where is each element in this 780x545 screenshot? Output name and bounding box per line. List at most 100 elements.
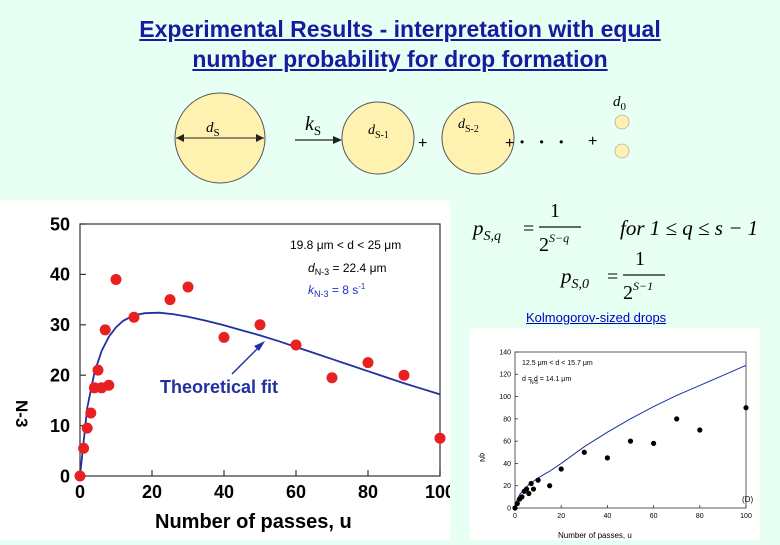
- small-legend-line-2-sub: N-5: [530, 380, 538, 386]
- data-point: [604, 455, 610, 461]
- title-line-1: Experimental Results - interpretation wi…: [139, 16, 661, 42]
- main-chart-panel: N-3 0 20 40 60 80 100 0 10 20 30 40 50 Number of pa…: [0, 200, 455, 540]
- rate-constant-label: kS: [305, 113, 321, 138]
- data-point: [743, 405, 749, 411]
- y-tick-label: 140: [499, 349, 511, 356]
- plus-sign-2: +: [505, 135, 514, 152]
- eq2-equals: =: [607, 266, 618, 288]
- main-legend-line-3: kN-3 = 8 s-1: [308, 282, 366, 299]
- eq1-denominator: 2S−q: [539, 231, 569, 256]
- y-tick-label: 20: [50, 366, 70, 386]
- data-point: [99, 324, 111, 336]
- eq2-denominator: 2S−1: [623, 279, 653, 304]
- drop-breakup-diagram: dS kS dS-1 + dS-2 + • • • + d0: [174, 92, 630, 184]
- reaction-arrowhead: [333, 136, 342, 144]
- diameter-arrow-right: [256, 134, 264, 142]
- equations: pS,q = 1 2S−q for 1 ≤ q ≤ s − 1 pS,0 = 1…: [471, 200, 758, 304]
- eq2-numerator: 1: [635, 248, 645, 270]
- daughter-drop-s1-label: dS-1: [368, 123, 389, 141]
- kolmogorov-chart: q̄N 0 20 40 60 80 100 0 20 40 60 80 100 120 140 Numbe…: [478, 349, 753, 540]
- main-chart: N-3 0 20 40 60 80 100 0 10 20 30 40 50 Number of pa…: [12, 214, 455, 533]
- y-tick-label: 40: [50, 265, 70, 285]
- data-point: [697, 427, 703, 433]
- eq2-lhs: pS,0: [559, 264, 589, 292]
- data-point: [523, 486, 530, 492]
- c2-plot-frame: [514, 351, 747, 509]
- y-tick-label: 60: [503, 439, 511, 446]
- c1-plot-frame: [79, 223, 441, 477]
- x-tick-label: 40: [214, 482, 234, 502]
- main-plot-area: 0 20 40 60 80 100 0 10 20 30 40 50: [50, 214, 455, 502]
- data-point: [182, 281, 194, 293]
- data-point: [398, 369, 410, 381]
- parent-drop-label: dS: [206, 120, 220, 139]
- data-point: [651, 440, 657, 446]
- page-title: Experimental Results - interpretation wi…: [60, 14, 740, 74]
- data-point: [547, 483, 553, 489]
- small-legend-line-1: 12.5 μm < d < 15.7 μm: [522, 360, 593, 367]
- y-tick-label: 0: [60, 466, 70, 486]
- x-tick-label: 20: [557, 513, 565, 520]
- data-point: [526, 490, 532, 497]
- data-point: [528, 480, 534, 487]
- smallest-drop-2: [614, 143, 630, 159]
- small-x-axis-label: Number of passes, u: [558, 531, 632, 540]
- main-y-axis-label: N-3: [12, 400, 31, 427]
- y-tick-label: 10: [50, 416, 70, 436]
- eq1-condition: for 1 ≤ q ≤ s − 1: [620, 216, 758, 240]
- kolmogorov-label: Kolmogorov-sized drops: [526, 310, 667, 325]
- data-point: [81, 422, 93, 434]
- plus-sign-3: +: [588, 133, 597, 150]
- data-point: [254, 319, 266, 331]
- y-tick-label: 20: [503, 483, 511, 490]
- y-tick-label: 40: [503, 461, 511, 468]
- x-tick-label: 40: [604, 513, 612, 520]
- daughter-drop-s2-label: dS-2: [458, 117, 479, 135]
- x-tick-label: 100: [740, 513, 752, 520]
- data-point: [92, 364, 104, 376]
- x-tick-label: 0: [75, 482, 85, 502]
- data-point: [362, 357, 374, 369]
- plus-sign-1: +: [418, 135, 427, 152]
- x-tick-label: 60: [286, 482, 306, 502]
- x-tick-label: 80: [696, 513, 704, 520]
- data-point: [218, 331, 230, 343]
- main-x-axis-label: Number of passes, u: [155, 511, 352, 533]
- x-tick-label: 100: [425, 482, 450, 502]
- x-tick-label: 60: [650, 513, 658, 520]
- data-point: [530, 486, 537, 492]
- main-legend-line-1: 19.8 μm < d < 25 μm: [290, 238, 401, 252]
- annotation-arrowhead: [254, 341, 265, 351]
- x-tick-label: 20: [142, 482, 162, 502]
- theoretical-fit-annotation: Theoretical fit: [160, 377, 278, 397]
- data-point: [128, 311, 140, 323]
- small-legend-line-2: d = d = 14.1 μm: [522, 376, 571, 383]
- data-point: [85, 407, 97, 419]
- data-point: [164, 294, 176, 306]
- data-point: [78, 442, 90, 454]
- data-point: [290, 339, 302, 351]
- main-legend-line-2: dN-3 = 22.4 μm: [308, 261, 386, 277]
- x-tick-label: 0: [513, 513, 517, 520]
- data-point: [326, 372, 338, 384]
- data-point: [514, 500, 520, 507]
- data-point: [512, 505, 518, 511]
- eq1-equals: =: [523, 218, 534, 240]
- data-point: [581, 449, 587, 455]
- data-point: [627, 438, 634, 444]
- data-point: [519, 494, 525, 500]
- x-tick-label: 80: [358, 482, 378, 502]
- daughter-drop-s2: [441, 101, 515, 175]
- data-point: [558, 466, 564, 472]
- small-chart-corner-label: (D): [742, 495, 753, 504]
- y-tick-label: 80: [503, 416, 511, 423]
- diameter-arrow-left: [176, 134, 184, 142]
- y-tick-label: 100: [499, 394, 511, 401]
- y-tick-label: 120: [499, 372, 511, 379]
- kolmogorov-chart-panel: q̄N 0 20 40 60 80 100 0 20 40 60 80 100 120 140 Numbe…: [470, 328, 760, 540]
- data-point: [674, 416, 680, 422]
- eq1-numerator: 1: [550, 200, 560, 222]
- smallest-drop-label: d0: [613, 94, 627, 113]
- theoretical-fit-curve: [80, 311, 440, 476]
- small-plot-area: 0 20 40 60 80 100 0 20 40 60 80 100 120 140: [499, 349, 752, 520]
